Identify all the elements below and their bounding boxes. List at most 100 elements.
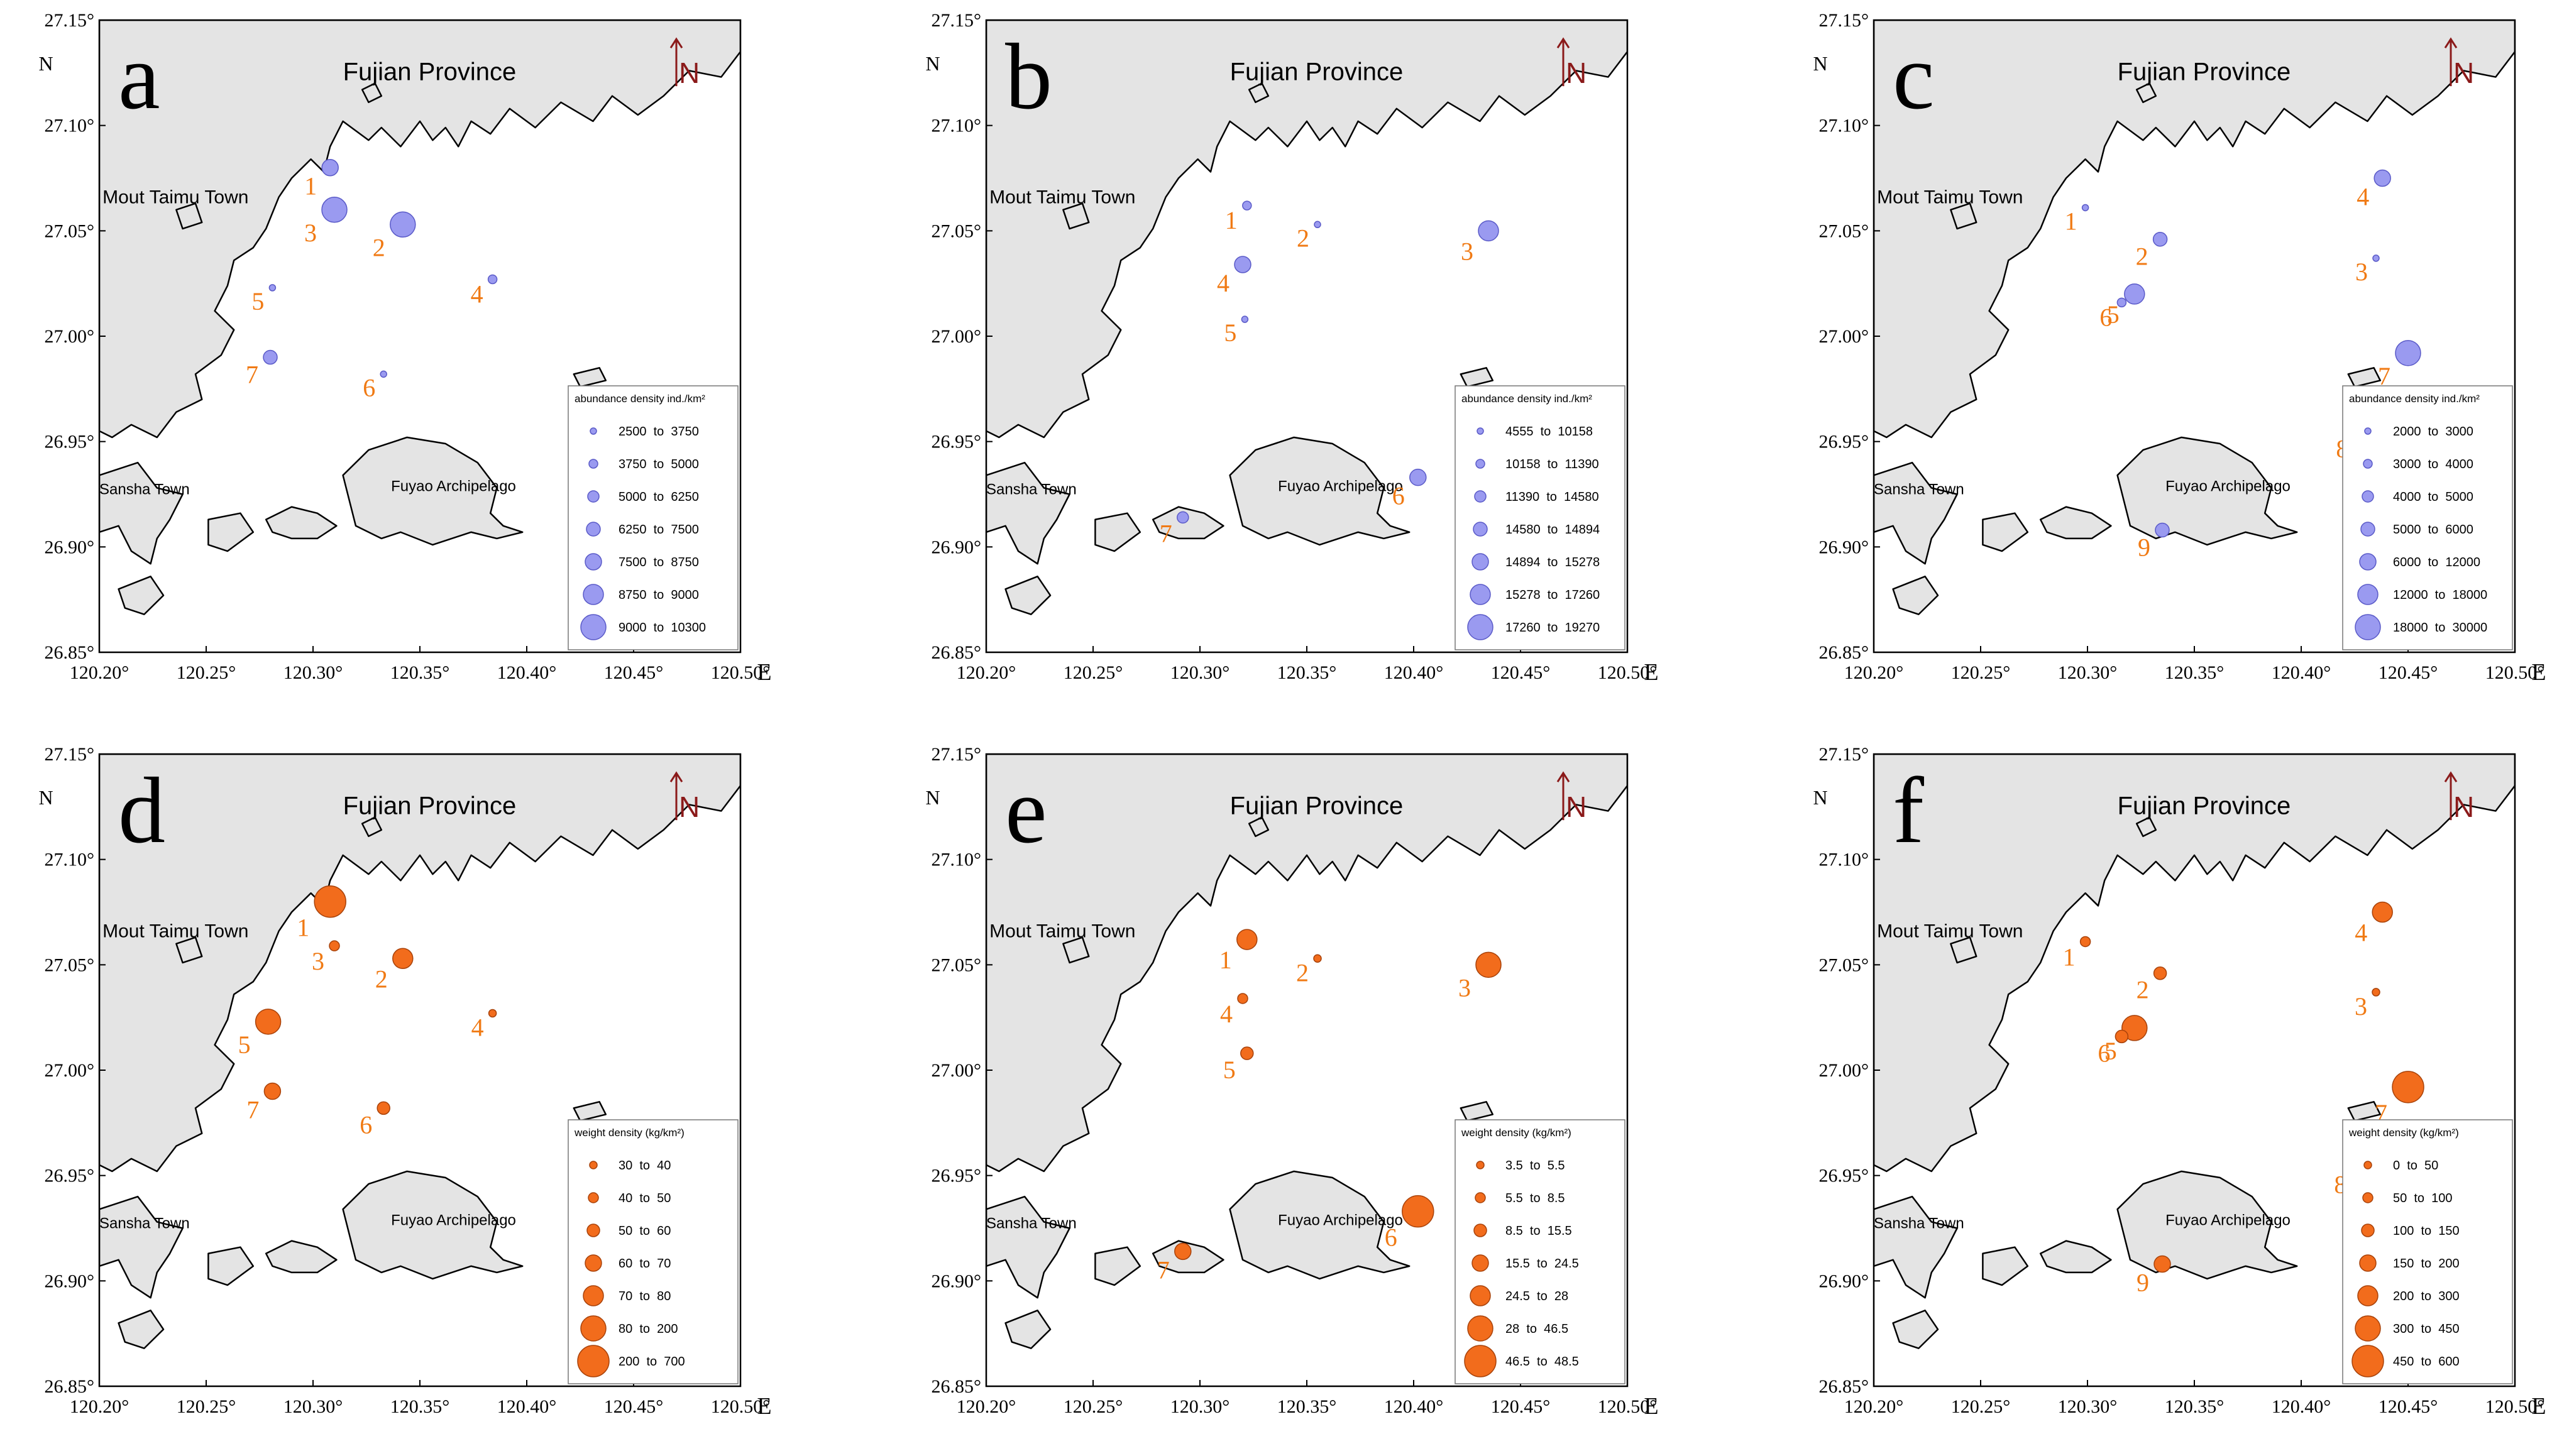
- x-tick-label: 120.50°: [2485, 1396, 2545, 1417]
- land-layer: [99, 754, 740, 1349]
- legend-title: abundance density ind./km²: [575, 393, 705, 405]
- islet-shape: [1004, 576, 1052, 615]
- y-tick-label: 26.95°: [932, 1166, 982, 1186]
- legend-swatch: [2364, 427, 2372, 435]
- legend-swatch: [1471, 553, 1489, 571]
- north-label: N: [1566, 57, 1587, 89]
- legend-entry: 2500 to 3750: [619, 425, 699, 439]
- legend-swatch: [2363, 459, 2373, 469]
- sansha-label: Sansha Town: [1874, 1215, 1964, 1232]
- land-layer: [1874, 754, 2515, 1349]
- y-tick-label: 27.05°: [932, 221, 982, 241]
- x-tick-label: 120.35°: [390, 1396, 450, 1417]
- station-label: 4: [2357, 183, 2369, 211]
- x-tick-label: 120.35°: [2165, 1396, 2225, 1417]
- station-marker: [263, 1082, 282, 1100]
- station-marker: [487, 274, 498, 285]
- station-label: 2: [373, 233, 385, 261]
- station-marker: [380, 370, 387, 378]
- station-marker: [2153, 1255, 2171, 1273]
- legend-entry: 15.5 to 24.5: [1505, 1257, 1579, 1271]
- legend-swatch: [2355, 614, 2381, 640]
- fuyao-island-shape: [2116, 436, 2298, 546]
- station-label: 3: [2355, 258, 2368, 286]
- north-arrow-head-icon: [669, 771, 683, 782]
- land-layer: [986, 20, 1627, 615]
- y-axis-unit: N: [38, 52, 53, 75]
- fuyao-island-shape: [342, 436, 524, 546]
- islet-shape: [361, 816, 383, 838]
- x-tick-label: 120.25°: [1951, 662, 2011, 683]
- station-marker: [2155, 522, 2170, 538]
- legend-entry: 100 to 150: [2393, 1224, 2460, 1238]
- legend-entry: 11390 to 14580: [1505, 490, 1599, 504]
- station-marker: [2373, 169, 2391, 187]
- station-marker: [1240, 1046, 1254, 1060]
- station-marker: [377, 1101, 390, 1115]
- y-tick-label: 27.10°: [45, 850, 95, 870]
- y-tick-label: 27.15°: [1819, 10, 1869, 31]
- north-label: N: [1566, 791, 1587, 823]
- legend-swatch: [587, 490, 600, 503]
- legend-swatch: [1471, 1254, 1489, 1272]
- panel-letter: f: [1893, 758, 1924, 863]
- station-marker: [1475, 951, 1502, 978]
- station-label: 5: [2107, 300, 2120, 329]
- station-label: 5: [1223, 1056, 1236, 1084]
- panel-f: 120.20° 120.25° 120.30° 120.35° 120.40° 120.4…: [1813, 744, 2546, 1420]
- x-tick-label: 120.30°: [1170, 1396, 1230, 1417]
- station-marker: [1241, 315, 1249, 323]
- x-tick-label: 120.35°: [1277, 1396, 1337, 1417]
- fuyao-label: Fuyao Archipelago: [1278, 1212, 1403, 1229]
- y-tick-label: 26.95°: [45, 432, 95, 452]
- legend-entry: 18000 to 30000: [2393, 621, 2487, 635]
- station-label: 6: [2098, 1039, 2110, 1067]
- panel-letter: c: [1893, 25, 1935, 129]
- x-tick-label: 120.50°: [1598, 1396, 1658, 1417]
- station-marker: [2153, 966, 2167, 980]
- x-tick-label: 120.40°: [1384, 1396, 1444, 1417]
- y-tick-label: 26.85°: [45, 1376, 95, 1397]
- legend-swatch: [1467, 1315, 1493, 1342]
- y-tick-label: 27.10°: [45, 116, 95, 136]
- y-tick-label: 27.05°: [45, 221, 95, 241]
- islet-shape: [1982, 512, 2029, 552]
- north-arrow-head-icon: [2444, 771, 2458, 782]
- sansha-shape: [1874, 461, 1958, 565]
- north-label: N: [679, 791, 700, 823]
- legend-entry: 60 to 70: [619, 1257, 671, 1271]
- x-axis-unit: E: [1644, 659, 1658, 686]
- islet-shape: [1094, 512, 1141, 552]
- x-tick-label: 120.50°: [711, 662, 771, 683]
- legend-entry: 200 to 300: [2393, 1289, 2460, 1303]
- legend-swatch: [2361, 1223, 2375, 1237]
- station-label: 3: [1461, 237, 1473, 265]
- islet-shape: [1004, 1310, 1052, 1349]
- x-tick-label: 120.40°: [497, 662, 557, 683]
- islet-shape: [1248, 816, 1270, 838]
- province-label: Fujian Province: [2118, 58, 2291, 86]
- station-label: 9: [2137, 1269, 2149, 1297]
- islet-shape: [1950, 202, 1977, 230]
- y-axis-unit: N: [925, 786, 940, 809]
- station-label: 1: [304, 172, 317, 200]
- province-label: Fujian Province: [1230, 792, 1404, 820]
- mainland-shape: [99, 20, 740, 439]
- y-tick-label: 27.00°: [932, 1060, 982, 1081]
- legend-swatch: [1476, 1161, 1485, 1169]
- panel-a: 120.20° 120.25° 120.30° 120.35° 120.40° 120.4…: [38, 10, 771, 686]
- station-label: 6: [1385, 1223, 1397, 1252]
- islet-shape: [1248, 82, 1270, 104]
- legend-swatch: [1477, 427, 1484, 435]
- station-marker: [1236, 929, 1258, 950]
- mainland-shape: [986, 20, 1627, 439]
- x-axis-unit: E: [2531, 659, 2546, 686]
- mainland-shape: [1874, 20, 2515, 439]
- y-tick-label: 27.05°: [45, 955, 95, 975]
- station-label: 2: [375, 965, 388, 993]
- legend-swatch: [1470, 584, 1491, 605]
- legend-entry: 80 to 200: [619, 1322, 678, 1336]
- station-label: 7: [246, 1096, 259, 1124]
- islet-shape: [207, 512, 255, 552]
- legend-swatch: [2362, 490, 2374, 503]
